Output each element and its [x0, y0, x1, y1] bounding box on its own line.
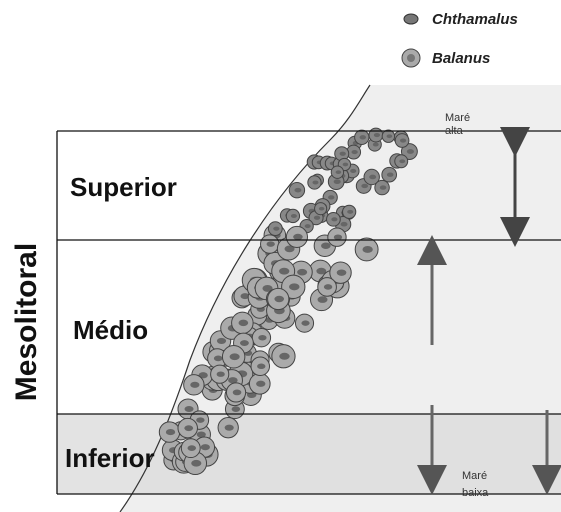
- zone-label: Inferior: [65, 443, 155, 473]
- barnacle-opening: [301, 320, 309, 325]
- barnacle-opening: [399, 159, 405, 163]
- barnacle-opening: [347, 210, 353, 214]
- barnacle-opening: [319, 207, 324, 211]
- barnacle-opening: [400, 138, 406, 142]
- barnacle-opening: [188, 445, 196, 451]
- tide-label: alta: [445, 125, 464, 137]
- barnacle-opening: [362, 246, 372, 253]
- barnacle-opening: [294, 188, 301, 193]
- barnacle-opening: [191, 460, 201, 467]
- barnacle-opening: [217, 371, 225, 376]
- barnacle-opening: [334, 179, 341, 184]
- barnacle-opening: [341, 222, 348, 227]
- legend-icon: [404, 14, 418, 24]
- barnacle-opening: [267, 241, 275, 247]
- barnacle-opening: [331, 217, 337, 221]
- barnacle-opening: [337, 269, 347, 275]
- barnacle-opening: [314, 216, 320, 220]
- barnacle-opening: [233, 390, 242, 396]
- barnacle-opening: [258, 335, 266, 340]
- barnacle-opening: [225, 425, 234, 431]
- tide-label: baixa: [462, 487, 489, 499]
- barnacle-opening: [240, 340, 249, 346]
- barnacle-opening: [305, 224, 311, 228]
- diagram: Chthamalus Balanus Superior Médio Inferi…: [0, 0, 561, 512]
- barnacle-opening: [214, 356, 223, 362]
- barnacle-opening: [369, 175, 376, 180]
- barnacle-opening: [350, 169, 356, 173]
- barnacle-opening: [217, 338, 226, 344]
- barnacle-opening: [318, 296, 328, 303]
- barnacle-opening: [166, 429, 175, 435]
- tide-label: Maré: [462, 470, 487, 482]
- barnacle-opening: [380, 185, 387, 189]
- barnacle-opening: [293, 234, 303, 240]
- barnacle-opening: [190, 382, 199, 388]
- barnacle-opening: [297, 269, 307, 276]
- barnacle-opening: [387, 134, 393, 138]
- legend-icon: [407, 54, 415, 62]
- barnacle-opening: [340, 152, 346, 156]
- barnacle-opening: [273, 227, 279, 231]
- barnacle-opening: [279, 268, 289, 275]
- barnacle-opening: [407, 149, 414, 154]
- barnacle-opening: [312, 180, 318, 184]
- barnacle-opening: [352, 150, 358, 154]
- barnacle-opening: [201, 444, 210, 450]
- tide-label: Maré: [445, 112, 470, 124]
- barnacle-opening: [274, 296, 284, 302]
- barnacle-opening: [321, 243, 331, 249]
- legend-label: Chthamalus: [432, 11, 518, 28]
- barnacle-opening: [360, 135, 366, 139]
- barnacle-opening: [184, 425, 193, 431]
- barnacle-opening: [256, 381, 265, 387]
- barnacle-opening: [196, 417, 204, 423]
- barnacle-opening: [373, 143, 379, 147]
- barnacle-opening: [387, 172, 394, 176]
- barnacle-opening: [328, 195, 334, 199]
- zone-label: Superior: [70, 172, 177, 202]
- barnacle-opening: [334, 234, 342, 240]
- barnacle-opening: [279, 353, 289, 360]
- barnacle-opening: [232, 406, 240, 412]
- barnacle-opening: [336, 170, 342, 174]
- barnacle-opening: [185, 406, 194, 412]
- barnacle-opening: [239, 320, 249, 326]
- zone-label: Médio: [73, 315, 148, 345]
- barnacle-opening: [324, 284, 332, 290]
- barnacle-opening: [230, 353, 240, 360]
- barnacle-opening: [291, 214, 297, 218]
- barnacle-opening: [257, 364, 265, 370]
- legend-label: Balanus: [432, 50, 490, 67]
- barnacle-opening: [289, 283, 300, 290]
- barnacle-opening: [374, 133, 380, 137]
- side-label: Mesolitoral: [10, 243, 43, 401]
- barnacle-opening: [361, 184, 368, 188]
- barnacle-opening: [343, 163, 349, 167]
